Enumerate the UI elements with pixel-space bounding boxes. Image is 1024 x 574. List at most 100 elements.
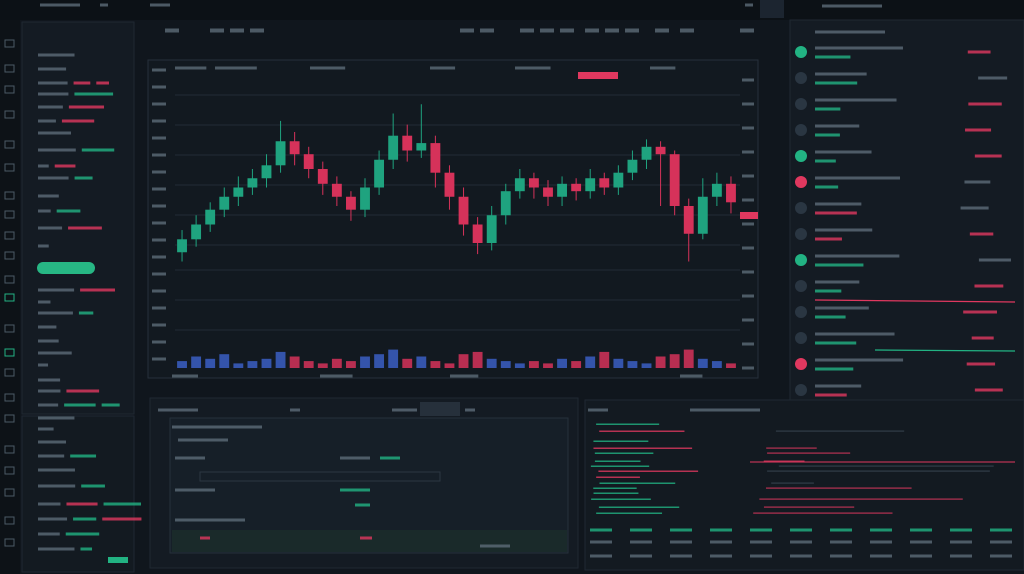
text-placeholder <box>152 68 166 72</box>
text-placeholder <box>815 289 842 293</box>
candle-body <box>669 154 680 206</box>
text-placeholder <box>152 306 166 310</box>
volume-bar <box>388 349 399 368</box>
text-placeholder <box>978 258 1011 262</box>
text-placeholder <box>175 66 207 70</box>
text-placeholder <box>815 98 897 102</box>
text-placeholder <box>870 554 892 558</box>
volume-bar <box>711 361 722 368</box>
asset-icon <box>795 254 807 266</box>
text-placeholder <box>594 452 654 454</box>
text-placeholder <box>480 544 510 548</box>
text-placeholder <box>152 102 166 106</box>
asset-icon <box>795 72 807 84</box>
text-placeholder <box>815 81 858 85</box>
text-placeholder <box>70 454 97 458</box>
text-placeholder <box>742 270 754 274</box>
candle-body <box>711 183 722 197</box>
candle-body <box>289 141 300 155</box>
nav-icon <box>4 39 15 48</box>
candle-body <box>275 141 286 166</box>
text-placeholder <box>767 452 851 454</box>
text-placeholder <box>790 554 812 558</box>
candle-body <box>430 143 441 173</box>
text-placeholder <box>152 221 166 225</box>
text-placeholder <box>430 66 456 70</box>
text-placeholder <box>340 456 370 460</box>
candle-body <box>205 209 216 225</box>
text-placeholder <box>38 131 71 135</box>
text-placeholder <box>966 362 996 366</box>
text-placeholder <box>380 456 400 460</box>
volume-bar <box>430 361 441 368</box>
text-placeholder <box>815 263 864 267</box>
nav-icon <box>4 64 15 73</box>
text-placeholder <box>38 226 63 230</box>
text-placeholder <box>815 315 846 319</box>
text-placeholder <box>750 528 772 532</box>
action-button[interactable] <box>37 262 95 274</box>
text-placeholder <box>250 28 264 33</box>
text-placeholder <box>38 209 51 213</box>
text-placeholder <box>590 528 612 532</box>
candle-body <box>697 196 708 234</box>
text-placeholder <box>152 85 166 89</box>
text-placeholder <box>596 476 640 478</box>
text-placeholder <box>38 502 61 506</box>
text-placeholder <box>588 408 608 412</box>
text-placeholder <box>815 211 857 215</box>
text-placeholder <box>38 311 73 315</box>
price-tag <box>578 72 618 79</box>
text-placeholder <box>670 554 692 558</box>
text-placeholder <box>969 232 994 236</box>
candle-body <box>571 183 582 192</box>
volume-bar <box>613 358 624 368</box>
sparkline <box>874 349 1016 352</box>
nav-icon <box>4 275 15 284</box>
candle-body <box>233 187 244 197</box>
text-placeholder <box>830 554 852 558</box>
candle-body <box>500 191 511 216</box>
volume-bar <box>697 358 708 368</box>
text-placeholder <box>38 194 59 198</box>
text-placeholder <box>815 306 869 310</box>
nav-icon <box>4 293 15 302</box>
sparkline <box>814 299 1016 303</box>
candle-body <box>528 178 539 188</box>
nav-icon <box>4 251 15 260</box>
text-placeholder <box>152 272 166 276</box>
text-placeholder <box>815 332 895 336</box>
text-placeholder <box>158 408 198 412</box>
text-placeholder <box>150 3 170 7</box>
text-placeholder <box>38 532 60 536</box>
text-placeholder <box>78 311 94 315</box>
candle-body <box>331 183 342 197</box>
text-placeholder <box>950 528 972 532</box>
text-placeholder <box>815 280 860 284</box>
text-placeholder <box>625 28 639 33</box>
text-placeholder <box>950 540 972 544</box>
toolbar-button[interactable] <box>760 0 784 18</box>
text-placeholder <box>38 389 61 393</box>
volume-bar <box>669 354 680 368</box>
tab-button[interactable] <box>420 402 460 416</box>
text-placeholder <box>710 528 732 532</box>
text-placeholder <box>815 358 904 362</box>
text-placeholder <box>392 408 417 412</box>
text-placeholder <box>790 528 812 532</box>
text-placeholder <box>64 403 96 407</box>
volume-bar <box>528 361 539 368</box>
text-placeholder <box>599 430 685 432</box>
text-placeholder <box>598 506 680 508</box>
chart-panel <box>147 59 759 379</box>
text-placeholder <box>815 107 841 111</box>
text-placeholder <box>974 154 1002 158</box>
text-placeholder <box>66 389 100 393</box>
text-placeholder <box>215 66 257 70</box>
text-placeholder <box>165 28 179 33</box>
text-placeholder <box>742 198 754 202</box>
text-placeholder <box>38 468 75 472</box>
text-placeholder <box>68 226 102 230</box>
asset-icon <box>795 332 807 344</box>
text-placeholder <box>38 454 65 458</box>
